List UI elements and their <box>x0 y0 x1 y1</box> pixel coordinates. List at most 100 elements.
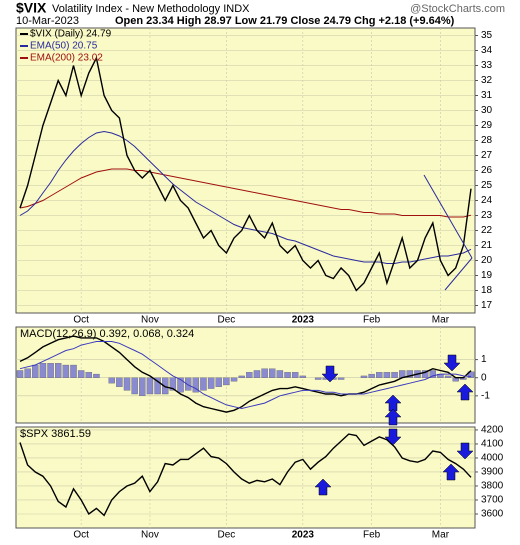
histogram-bar <box>39 363 47 378</box>
arrow-up <box>314 478 332 496</box>
histogram-bar <box>299 375 307 378</box>
y-tick-label: 1 <box>481 354 487 365</box>
histogram-bar <box>291 372 299 378</box>
histogram-bar <box>16 370 24 378</box>
series-line <box>19 341 472 410</box>
series-line <box>19 433 472 517</box>
histogram-bar <box>55 363 62 378</box>
panel-background <box>15 326 476 424</box>
histogram-bar <box>360 375 368 378</box>
histogram-bar <box>261 368 268 378</box>
y-tick-label: 31 <box>481 90 493 101</box>
series-line <box>19 335 472 413</box>
x-tick-label: Nov <box>141 315 159 326</box>
y-tick-label: 32 <box>481 75 493 86</box>
x-tick-label: Feb <box>363 315 381 326</box>
y-tick-label: 30 <box>481 105 493 116</box>
histogram-bar <box>429 370 436 378</box>
y-tick-label: 29 <box>481 120 493 131</box>
histogram-bar <box>47 363 54 378</box>
arrow-up <box>384 408 402 426</box>
x-tick-label: Feb <box>363 530 381 540</box>
x-tick-label: Mar <box>432 530 450 540</box>
histogram-bar <box>467 371 475 378</box>
arrow-up <box>384 394 402 412</box>
x-tick-label: 2023 <box>292 315 315 326</box>
y-tick-label: 4100 <box>481 439 504 450</box>
y-tick-label: 4200 <box>481 425 504 436</box>
y-tick-label: 26 <box>481 165 493 176</box>
y-tick-label: 25 <box>481 180 493 191</box>
histogram-bar <box>200 377 207 391</box>
x-tick-label: 2023 <box>292 530 315 540</box>
histogram-bar <box>139 377 146 396</box>
header-title: Volatility Index - New Methodology INDX <box>52 3 250 15</box>
y-tick-label: 22 <box>481 225 493 236</box>
histogram-bar <box>223 377 230 386</box>
histogram-bar <box>337 377 345 380</box>
trend-line <box>423 174 473 259</box>
arrow-down <box>321 365 339 383</box>
y-tick-label: 3800 <box>481 481 504 492</box>
arrow-up <box>442 463 460 481</box>
y-tick-label: 3600 <box>481 509 504 520</box>
arrow-down <box>443 354 461 372</box>
trend-line <box>444 257 473 291</box>
histogram-bar <box>215 377 222 387</box>
histogram-bar <box>77 370 85 378</box>
y-tick-label: 24 <box>481 195 493 206</box>
panel-title: $SPX 3861.59 <box>20 428 91 440</box>
y-tick-label: 3700 <box>481 495 504 506</box>
y-tick-label: 19 <box>481 270 493 281</box>
histogram-bar <box>123 377 131 391</box>
x-tick-label: Mar <box>432 315 450 326</box>
histogram-bar <box>177 377 184 393</box>
histogram-bar <box>284 372 291 378</box>
arrow-down <box>456 442 474 460</box>
histogram-bar <box>368 373 375 378</box>
y-tick-label: 0 <box>481 372 487 383</box>
histogram-bar <box>406 370 414 378</box>
y-tick-label: 3900 <box>481 467 504 478</box>
legend-label: $VIX (Daily) 24.79 <box>30 29 112 40</box>
histogram-bar <box>276 370 284 378</box>
histogram-bar <box>207 377 215 389</box>
x-tick-label: Nov <box>141 530 159 540</box>
histogram-bar <box>62 364 70 378</box>
histogram-bar <box>162 377 169 395</box>
y-tick-label: 4000 <box>481 453 504 464</box>
histogram-bar <box>421 370 429 378</box>
quote: Open 23.34 High 28.97 Low 21.79 Close 24… <box>115 15 455 27</box>
histogram-bar <box>93 373 100 378</box>
histogram-bar <box>444 375 452 378</box>
y-tick-label: 21 <box>481 240 493 251</box>
histogram-bar <box>391 372 398 378</box>
y-tick-label: 35 <box>481 30 493 41</box>
arrow-up <box>456 383 474 401</box>
histogram-bar <box>169 377 177 391</box>
histogram-bar <box>131 377 138 395</box>
series-line <box>19 168 472 218</box>
source: @StockCharts.com <box>410 3 505 15</box>
histogram-bar <box>192 377 200 393</box>
y-tick-label: 17 <box>481 300 493 311</box>
histogram-bar <box>383 372 391 378</box>
y-tick-label: 23 <box>481 210 493 221</box>
y-tick-label: 33 <box>481 60 493 71</box>
y-tick-label: -1 <box>481 390 490 401</box>
histogram-bar <box>108 377 115 384</box>
legend-label: EMA(50) 20.75 <box>30 41 98 52</box>
series-line <box>19 130 472 264</box>
histogram-bar <box>24 368 31 378</box>
arrow-down <box>384 428 402 446</box>
panel-title: MACD(12,26,9) 0.392, 0.068, 0.324 <box>20 328 194 340</box>
x-tick-label: Dec <box>217 530 235 540</box>
y-tick-label: 28 <box>481 135 493 146</box>
histogram-bar <box>314 377 322 380</box>
histogram-bar <box>376 372 383 378</box>
histogram-bar <box>269 368 276 378</box>
legend-label: EMA(200) 23.02 <box>30 53 103 64</box>
histogram-bar <box>32 364 39 378</box>
histogram-bar <box>70 364 77 378</box>
histogram-bar <box>184 377 192 391</box>
